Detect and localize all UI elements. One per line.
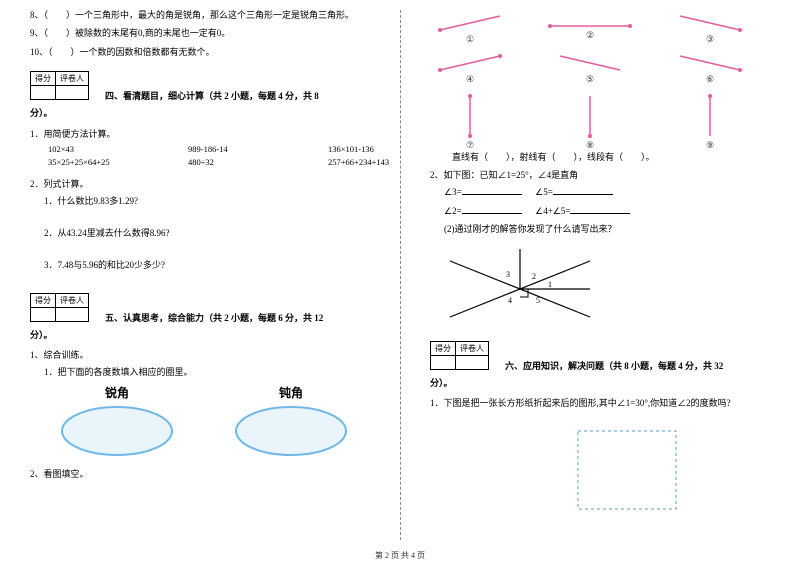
oval-label-acute: 锐角 xyxy=(57,384,177,401)
svg-text:⑦: ⑦ xyxy=(466,140,474,148)
calc-cell: 257+66+234+143 xyxy=(328,157,408,167)
svg-text:④: ④ xyxy=(466,74,474,84)
svg-text:4: 4 xyxy=(508,296,512,305)
angle-diagram: 1 2 3 4 5 xyxy=(440,241,600,321)
calc-cell: 102×43 xyxy=(48,144,128,154)
ovals-row: 锐角 钝角 xyxy=(30,384,378,461)
section-4-title-cont: 分）。 xyxy=(30,106,378,120)
score-label: 得分 xyxy=(31,293,56,307)
calc-cell: 136×101-136 xyxy=(328,144,408,154)
sub-4-2-1: 1．什么数比9.83多1.29? xyxy=(44,194,378,208)
page-footer: 第 2 页 共 4 页 xyxy=(0,550,800,561)
sub-4-1: 1．用简便方法计算。 xyxy=(30,127,378,140)
score-label: 得分 xyxy=(31,72,56,86)
svg-text:⑥: ⑥ xyxy=(706,74,714,84)
calc-row-1: 102×43 989-186-14 136×101-136 xyxy=(48,144,378,154)
grader-label: 评卷人 xyxy=(456,341,489,355)
oval-obtuse-icon xyxy=(231,403,351,459)
sub-5-2: 2、看图填空。 xyxy=(30,467,378,480)
question-9: 9、（ ）被除数的末尾有0,商的末尾也一定有0。 xyxy=(30,26,378,40)
rays-diagram: ① ② ③ ④ ⑤ ⑥ ⑦ ⑧ ⑨ xyxy=(430,8,770,148)
score-box-sec6: 得分评卷人 xyxy=(430,341,489,370)
calc-cell: 35×25+25×64+25 xyxy=(48,157,128,167)
section-4-title: 四、看清题目，细心计算（共 2 小题，每题 4 分，共 8 xyxy=(105,89,319,102)
svg-text:⑤: ⑤ xyxy=(586,74,594,84)
sub-6-1: 1．下图是把一张长方形纸折起来后的图形,其中∠1=30°,你知道∠2的度数吗? xyxy=(430,396,778,409)
oval-label-obtuse: 钝角 xyxy=(231,384,351,401)
svg-text:2: 2 xyxy=(532,272,536,281)
angle-label: ∠2= xyxy=(444,206,462,216)
section-6-title-cont: 分）。 xyxy=(430,376,778,390)
sub-4-2-3: 3．7.48与5.96的和比20少多少? xyxy=(44,258,378,272)
svg-text:1: 1 xyxy=(548,280,552,289)
svg-text:②: ② xyxy=(586,30,594,40)
question-10: 10、（ ）一个数的因数和倍数都有无数个。 xyxy=(30,45,378,59)
section-6-title: 六、应用知识，解决问题（共 8 小题，每题 4 分，共 32 xyxy=(505,359,723,372)
sub-right-2: 2、如下图：已知∠1=25°，∠4是直角 xyxy=(430,168,778,181)
calc-row-2: 35×25+25×64+25 480÷32 257+66+234+143 xyxy=(48,157,378,167)
score-box-sec4: 得分评卷人 xyxy=(30,71,89,100)
sub-5-1: 1、综合训练。 xyxy=(30,348,378,361)
calc-cell: 989-186-14 xyxy=(188,144,268,154)
column-divider xyxy=(400,10,401,540)
angle-fill-2: ∠2= ∠4+∠5= xyxy=(444,204,778,218)
svg-text:⑨: ⑨ xyxy=(706,140,714,148)
angle-label: ∠3= xyxy=(444,187,462,197)
score-box-sec5: 得分评卷人 xyxy=(30,293,89,322)
svg-text:①: ① xyxy=(466,34,474,44)
grader-label: 评卷人 xyxy=(56,293,89,307)
oval-acute-icon xyxy=(57,403,177,459)
score-label: 得分 xyxy=(431,341,456,355)
angle-label: ∠5= xyxy=(535,187,553,197)
sub-4-2-2: 2．从43.24里减去什么数得8.96? xyxy=(44,226,378,240)
question-8: 8、（ ）一个三角形中，最大的角是锐角，那么这个三角形一定是锐角三角形。 xyxy=(30,8,378,22)
angle-q2: (2)通过刚才的解答你发现了什么请写出来？ xyxy=(444,222,778,236)
svg-text:⑧: ⑧ xyxy=(586,140,594,148)
angle-fill-1: ∠3= ∠5= xyxy=(444,185,778,199)
svg-text:5: 5 xyxy=(536,296,540,305)
calc-cell: 480÷32 xyxy=(188,157,268,167)
ray-caption: 直线有（ ），射线有（ ），线段有（ ）。 xyxy=(452,150,778,164)
grader-label: 评卷人 xyxy=(56,72,89,86)
section-5-title-cont: 分）。 xyxy=(30,328,378,342)
svg-text:3: 3 xyxy=(506,270,510,279)
svg-text:③: ③ xyxy=(706,34,714,44)
sub-4-2: 2．列式计算。 xyxy=(30,177,378,190)
fold-diagram xyxy=(570,413,710,523)
angle-label: ∠4+∠5= xyxy=(535,206,570,216)
sub-5-1-1: 1．把下面的各度数填入相应的圈里。 xyxy=(44,365,378,379)
section-5-title: 五、认真思考，综合能力（共 2 小题，每题 6 分，共 12 xyxy=(105,311,323,324)
